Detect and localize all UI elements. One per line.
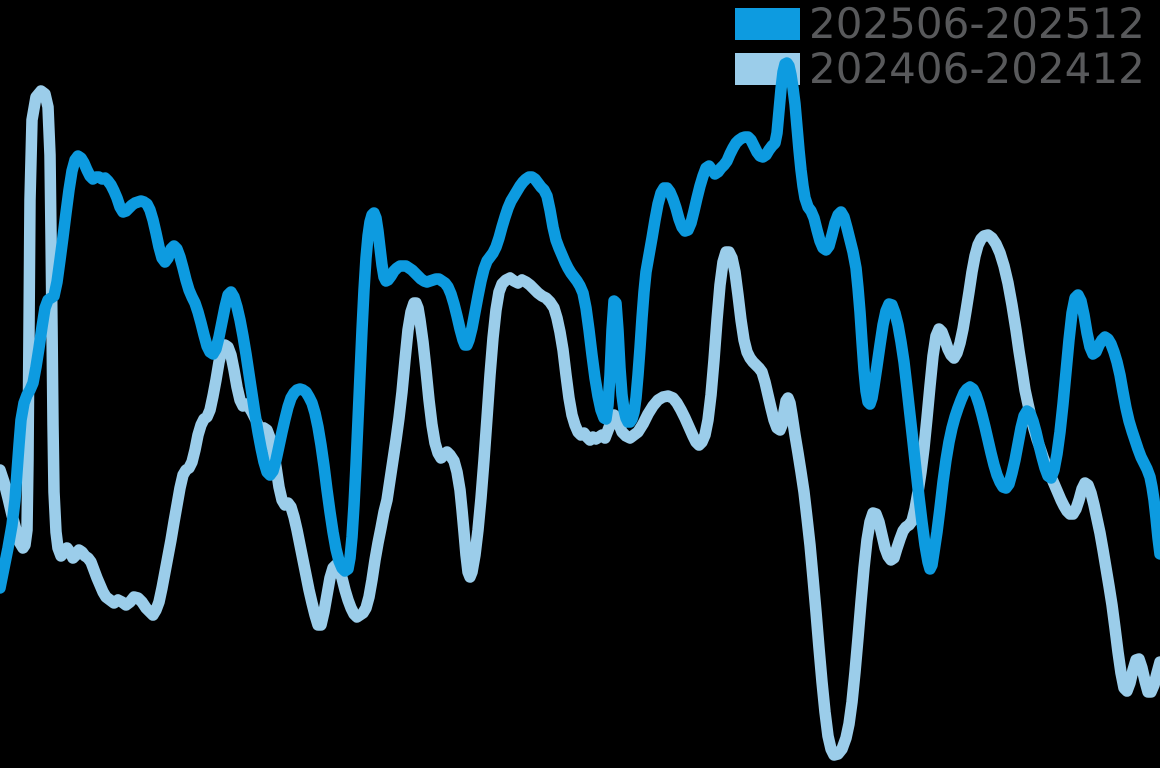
- legend-item-current-period: 202506-202512: [735, 1, 1145, 46]
- series-line-202406-202412: [0, 85, 1160, 761]
- legend-label-current-period: 202506-202512: [809, 0, 1145, 48]
- chart-legend: 202506-202512 202406-202412: [735, 1, 1145, 91]
- legend-swatch-dark-blue: [735, 7, 800, 40]
- legend-item-previous-period: 202406-202412: [735, 46, 1145, 91]
- series-line-202506-202512: [0, 57, 1160, 594]
- legend-label-previous-period: 202406-202412: [809, 44, 1145, 93]
